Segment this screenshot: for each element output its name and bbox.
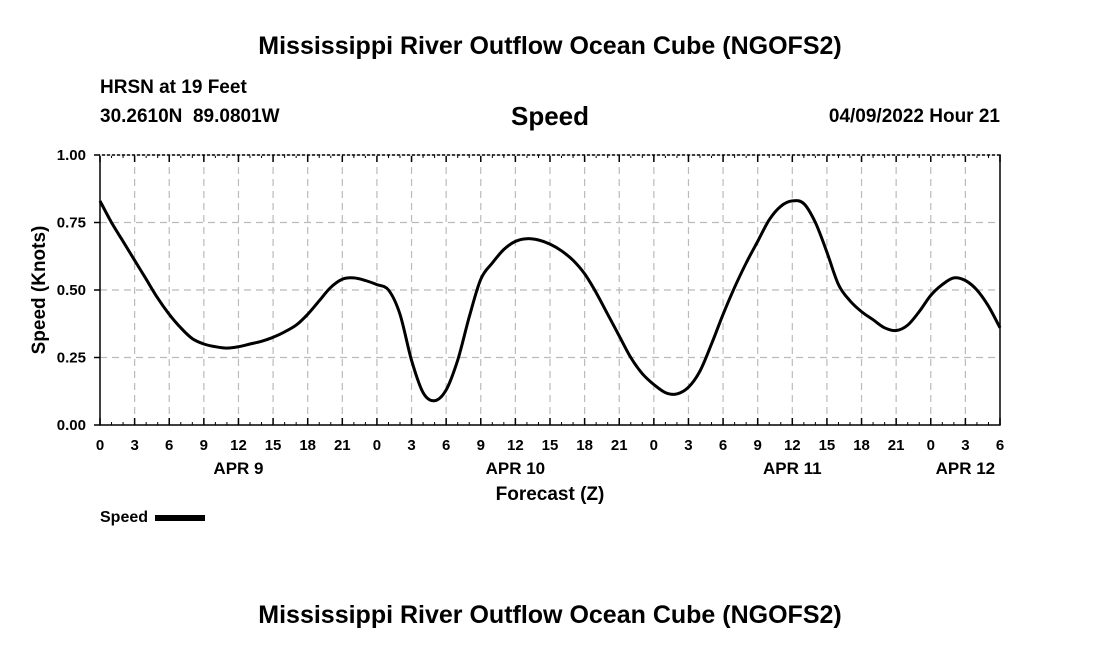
- x-tick-label: 21: [334, 437, 351, 454]
- speed-series-line: [98, 199, 1002, 403]
- x-tick-label: 15: [542, 437, 559, 454]
- x-tick-label: 3: [130, 437, 138, 454]
- x-tick-label: 6: [996, 437, 1004, 454]
- date-label: APR 10: [486, 459, 546, 478]
- y-tick-label: 0.00: [57, 417, 86, 434]
- date-label: APR 12: [936, 459, 996, 478]
- x-tick-label: 12: [784, 437, 801, 454]
- x-tick-label: 3: [407, 437, 415, 454]
- plot-title: Speed: [510, 101, 590, 131]
- x-tick-label: 21: [888, 437, 905, 454]
- forecast-timestamp: 04/09/2022 Hour 21: [828, 106, 1000, 127]
- grid: [100, 155, 1000, 425]
- x-tick-label: 6: [442, 437, 450, 454]
- y-axis-label: Speed (Knots): [29, 226, 50, 355]
- axis-ticks: 0 3 6 9 12 15 18 21 0 3 6 9 12 15 18 21 0 3 6 9 12 15 18 21 0 3 6A…: [57, 147, 1004, 478]
- x-tick-label: 18: [299, 437, 316, 454]
- footer-title: Mississippi River Outflow Ocean Cube (NG…: [258, 601, 842, 629]
- x-tick-label: 3: [684, 437, 692, 454]
- legend: Speed: [100, 509, 206, 527]
- x-tick-label: 6: [165, 437, 173, 454]
- x-tick-label: 6: [719, 437, 727, 454]
- x-tick-label: 18: [853, 437, 870, 454]
- legend-label: Speed: [100, 509, 149, 526]
- x-tick-label: 12: [507, 437, 524, 454]
- speed-chart: 0 3 6 9 12 15 18 21 0 3 6 9 12 15 18 21 0 3 6 9 12 15 18 21 0 3 6A…: [29, 147, 1004, 505]
- legend-swatch: [155, 514, 206, 521]
- y-tick-label: 0.75: [57, 215, 86, 232]
- x-axis-label: Forecast (Z): [496, 484, 605, 505]
- x-tick-label: 0: [650, 437, 658, 454]
- y-tick-label: 0.25: [57, 350, 86, 367]
- station-coordinates: 30.2610N 89.0801W: [100, 106, 280, 127]
- y-tick-label: 1.00: [57, 147, 86, 164]
- x-tick-label: 15: [265, 437, 282, 454]
- x-tick-label: 3: [961, 437, 969, 454]
- x-tick-label: 18: [576, 437, 593, 454]
- x-tick-label: 15: [819, 437, 836, 454]
- x-tick-label: 9: [200, 437, 208, 454]
- x-tick-label: 9: [477, 437, 485, 454]
- station-name: HRSN at 19 Feet: [100, 77, 247, 98]
- date-label: APR 11: [763, 459, 822, 478]
- x-tick-label: 9: [754, 437, 762, 454]
- page-title: Mississippi River Outflow Ocean Cube (NG…: [258, 32, 842, 60]
- x-tick-label: 0: [96, 437, 104, 454]
- x-tick-label: 0: [927, 437, 935, 454]
- x-tick-label: 21: [611, 437, 628, 454]
- date-label: APR 9: [213, 459, 263, 478]
- x-tick-label: 0: [373, 437, 381, 454]
- x-tick-label: 12: [230, 437, 247, 454]
- y-tick-label: 0.50: [57, 282, 86, 299]
